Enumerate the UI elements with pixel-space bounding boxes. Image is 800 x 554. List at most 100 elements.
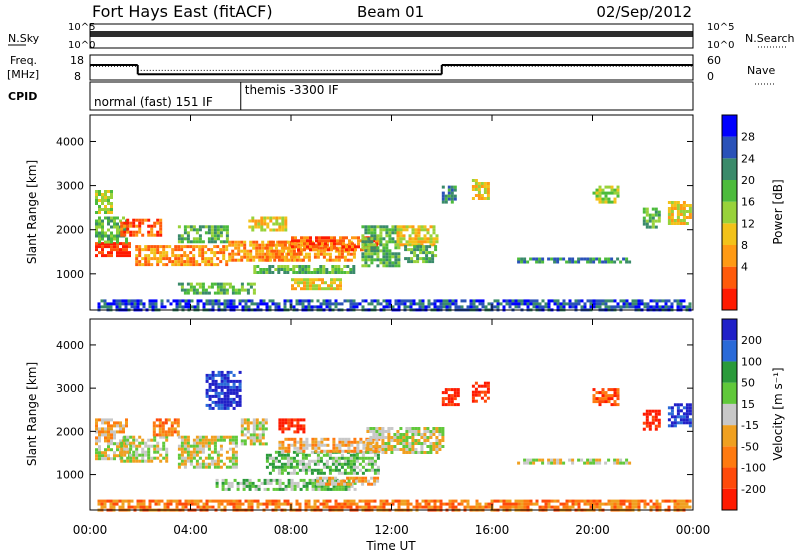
- heatmap-cell: [234, 243, 238, 247]
- heatmap-cell: [308, 478, 312, 482]
- heatmap-cell: [207, 260, 211, 264]
- heatmap-cell: [628, 502, 632, 506]
- heatmap-cell: [235, 391, 239, 395]
- heatmap-cell: [172, 299, 176, 303]
- heatmap-cell: [434, 245, 438, 249]
- heatmap-cell: [487, 502, 491, 506]
- heatmap-cell: [107, 251, 110, 255]
- heatmap-cell: [164, 433, 168, 437]
- heatmap-cell: [235, 394, 239, 398]
- heatmap-cell: [229, 305, 233, 309]
- heatmap-cell: [216, 225, 220, 229]
- heatmap-cell: [238, 403, 242, 407]
- heatmap-cell: [532, 302, 536, 306]
- heatmap-cell: [192, 441, 196, 445]
- heatmap-cell: [298, 459, 302, 463]
- heatmap-cell: [379, 240, 383, 244]
- heatmap-cell: [292, 268, 296, 271]
- heatmap-cell: [329, 449, 333, 453]
- heatmap-cell: [262, 271, 266, 274]
- heatmap-cell: [432, 445, 436, 448]
- heatmap-cell: [335, 487, 339, 491]
- heatmap-cell: [316, 249, 320, 253]
- heatmap-cell: [425, 254, 429, 258]
- heatmap-cell: [260, 216, 264, 220]
- heatmap-cell: [126, 450, 130, 454]
- heatmap-cell: [208, 385, 212, 389]
- heatmap-cell: [682, 201, 686, 204]
- heatmap-cell: [345, 245, 348, 249]
- heatmap-cell: [301, 468, 305, 472]
- heatmap-cell: [343, 299, 347, 303]
- heatmap-cell: [219, 260, 223, 264]
- heatmap-cell: [419, 245, 423, 249]
- heatmap-cell: [362, 446, 366, 450]
- heatmap-cell: [177, 254, 181, 258]
- heatmap-cell: [323, 449, 327, 453]
- heatmap-cell: [472, 305, 476, 309]
- heatmap-cell: [294, 242, 297, 246]
- heatmap-cell: [220, 502, 224, 506]
- heatmap-cell: [685, 502, 689, 506]
- heatmap-cell: [275, 228, 279, 232]
- heatmap-cell: [247, 305, 251, 309]
- heatmap-cell: [277, 505, 281, 509]
- heatmap-cell: [95, 202, 98, 205]
- heatmap-cell: [364, 231, 368, 235]
- heatmap-cell: [328, 271, 332, 274]
- heatmap-cell: [361, 305, 365, 309]
- heatmap-cell: [178, 502, 182, 506]
- heatmap-cell: [208, 382, 212, 386]
- heatmap-cell: [300, 278, 303, 282]
- heatmap-cell: [239, 481, 243, 485]
- heatmap-cell: [207, 444, 211, 448]
- heatmap-cell: [277, 249, 281, 253]
- heatmap-cell: [271, 459, 275, 463]
- heatmap-cell: [280, 456, 284, 460]
- heatmap-cell: [104, 190, 107, 193]
- frequency-panel: Freq. [MHz] 18 8 60 0 Nave: [7, 54, 775, 85]
- heatmap-cell: [598, 461, 602, 465]
- heatmap-cell: [408, 430, 412, 433]
- heatmap-cell: [274, 268, 278, 271]
- heatmap-cell: [186, 288, 190, 292]
- heatmap-cell: [376, 237, 380, 241]
- heatmap-cell: [202, 505, 206, 509]
- heatmap-cell: [673, 421, 677, 425]
- heatmap-cell: [450, 388, 454, 392]
- heatmap-cell: [324, 248, 327, 252]
- heatmap-cell: [613, 400, 617, 404]
- heatmap-cell: [435, 240, 439, 244]
- heatmap-cell: [125, 242, 128, 246]
- heatmap-cell: [301, 268, 305, 271]
- heatmap-cell: [471, 185, 475, 188]
- heatmap-cell: [110, 457, 113, 461]
- heatmap-cell: [341, 487, 345, 491]
- heatmap-cell: [346, 258, 350, 262]
- heatmap-cell: [168, 257, 172, 261]
- heatmap-cell: [214, 499, 218, 503]
- heatmap-cell: [268, 502, 272, 506]
- heatmap-cell: [508, 499, 512, 503]
- heatmap-cell: [604, 200, 608, 204]
- heatmap-cell: [436, 299, 440, 303]
- heatmap-cell: [292, 271, 296, 274]
- heatmap-cell: [285, 252, 289, 256]
- heatmap-cell: [252, 439, 256, 443]
- heatmap-cell: [376, 453, 380, 457]
- heatmap-cell: [316, 255, 320, 259]
- heatmap-cell: [541, 461, 545, 465]
- heatmap-cell: [453, 388, 457, 392]
- heatmap-cell: [367, 228, 371, 232]
- heatmap-cell: [130, 299, 134, 303]
- heatmap-cell: [210, 240, 214, 244]
- heatmap-cell: [235, 385, 239, 389]
- heatmap-cell: [125, 445, 128, 449]
- heatmap-cell: [625, 260, 629, 264]
- heatmap-cell: [428, 257, 432, 261]
- heatmap-cell: [302, 446, 306, 450]
- heatmap-cell: [133, 302, 137, 306]
- heatmap-cell: [331, 459, 335, 463]
- heatmap-cell: [334, 305, 338, 309]
- heatmap-cell: [616, 394, 620, 398]
